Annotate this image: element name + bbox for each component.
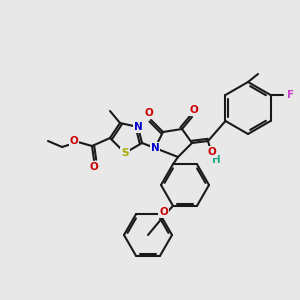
Text: H: H [212,155,220,165]
Text: O: O [190,105,198,115]
Text: O: O [90,162,98,172]
Text: N: N [151,143,159,153]
Text: O: O [159,207,168,218]
Text: O: O [208,147,216,157]
Text: S: S [121,148,129,158]
Text: F: F [287,90,294,100]
Text: O: O [145,108,153,118]
Text: O: O [70,136,78,146]
Text: N: N [134,122,142,132]
